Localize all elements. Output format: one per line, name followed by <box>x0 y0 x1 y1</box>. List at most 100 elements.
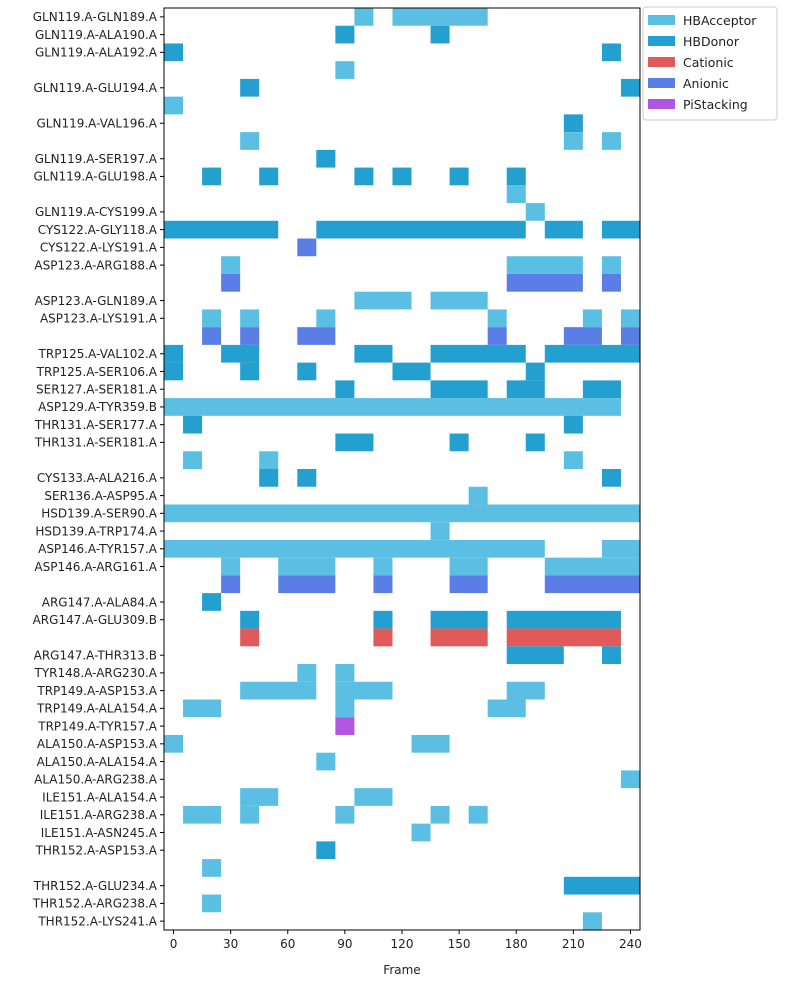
heatmap-cell-hbacceptor <box>563 132 583 150</box>
heatmap-cell-hbdonor <box>430 344 526 363</box>
legend-label: Cationic <box>683 55 734 70</box>
x-tick-label: 30 <box>223 937 238 951</box>
heatmap-cell-hbdonor <box>183 415 203 434</box>
y-tick-label: TRP125.A-VAL102.A <box>38 347 158 361</box>
y-tick-label: THR152.A-ARG238.A <box>32 897 158 911</box>
heatmap-cell-hbdonor <box>297 362 317 381</box>
heatmap-cell-hbdonor <box>601 469 621 487</box>
x-tick-label: 180 <box>505 937 528 951</box>
heatmap-cell-hbdonor <box>392 167 412 186</box>
heatmap-cell-hbdonor <box>506 646 564 665</box>
heatmap-cell-hbacceptor <box>468 486 488 505</box>
y-tick-label: ARG147.A-ALA84.A <box>42 595 158 609</box>
heatmap-cell-hbacceptor <box>354 291 412 310</box>
y-tick-label: ASP123.A-ARG188.A <box>34 258 157 272</box>
heatmap-cell-hbdonor <box>430 380 488 399</box>
heatmap-cell-anionic <box>297 327 336 345</box>
heatmap-cell-hbacceptor <box>335 681 393 700</box>
heatmap-cell-anionic <box>240 327 260 345</box>
heatmap-cell-hbdonor <box>601 646 621 665</box>
y-tick-label: CYS122.A-LYS191.A <box>40 241 158 255</box>
heatmap-cell-anionic <box>221 575 241 594</box>
x-tick-label: 60 <box>280 937 295 951</box>
heatmap-cells <box>164 8 640 930</box>
heatmap-cell-hbdonor <box>563 114 583 133</box>
heatmap-cell-hbacceptor <box>506 681 545 700</box>
heatmap-cell-hbacceptor <box>240 681 317 700</box>
y-tick-label: CYS133.A-ALA216.A <box>37 471 158 485</box>
y-tick-label: HSD139.A-SER90.A <box>41 507 157 521</box>
heatmap-cell-hbacceptor <box>430 805 450 824</box>
heatmap-cell-hbdonor <box>316 149 336 168</box>
heatmap-cell-hbacceptor <box>164 539 545 558</box>
y-tick-label: GLN119.A-GLU198.A <box>34 170 158 184</box>
heatmap-cell-anionic <box>221 273 241 292</box>
heatmap-cell-hbdonor <box>354 344 393 363</box>
heatmap-cell-hbdonor <box>544 220 583 239</box>
legend-label: PiStacking <box>683 97 748 112</box>
legend-box <box>642 6 778 121</box>
heatmap-cell-anionic <box>620 327 640 345</box>
heatmap-cell-hbacceptor <box>487 309 507 328</box>
legend-swatch-anionic <box>648 78 675 88</box>
y-tick-label: TYR148.A-ARG230.A <box>33 666 157 680</box>
heatmap-cell-hbdonor <box>335 25 355 44</box>
legend-label: HBAcceptor <box>683 13 757 28</box>
heatmap-cell-hbacceptor <box>316 752 336 771</box>
y-tick-label: ASP123.A-LYS191.A <box>40 312 158 326</box>
heatmap-cell-hbdonor <box>373 610 393 629</box>
heatmap-cell-hbacceptor <box>202 309 222 328</box>
y-tick-label: TRP125.A-SER106.A <box>36 365 158 379</box>
y-tick-label: SER127.A-SER181.A <box>36 383 158 397</box>
heatmap-cell-hbacceptor <box>240 788 279 806</box>
heatmap-cell-hbacceptor <box>354 788 393 806</box>
heatmap-cell-hbacceptor <box>335 664 355 682</box>
heatmap-cell-cationic <box>506 628 621 647</box>
heatmap-cell-hbacceptor <box>240 805 260 824</box>
heatmap-cell-anionic <box>506 273 583 292</box>
heatmap-cell-hbdonor <box>335 433 374 452</box>
heatmap-cell-hbdonor <box>563 876 640 895</box>
heatmap-cell-hbacceptor <box>240 132 260 150</box>
y-tick-label: ILE151.A-ARG238.A <box>40 808 158 822</box>
legend-swatch-cationic <box>648 57 675 67</box>
heatmap-cell-anionic <box>563 327 602 345</box>
heatmap-cell-hbacceptor <box>449 557 488 576</box>
heatmap-cell-hbacceptor <box>335 61 355 79</box>
heatmap-cell-hbacceptor <box>354 8 374 26</box>
heatmap-cell-hbdonor <box>221 344 260 363</box>
x-tick-label: 120 <box>391 937 414 951</box>
y-tick-label: THR152.A-LYS241.A <box>37 914 157 928</box>
legend-swatch-hbdonor <box>648 36 675 46</box>
y-tick-label: SER136.A-ASP95.A <box>44 489 157 503</box>
y-tick-label: ILE151.A-ALA154.A <box>42 790 158 804</box>
y-tick-label: ALA150.A-ARG238.A <box>34 773 158 787</box>
heatmap-cell-hbacceptor <box>202 859 222 877</box>
heatmap-cell-hbacceptor <box>183 699 222 718</box>
heatmap-cell-hbdonor <box>259 469 279 487</box>
y-tick-label: THR152.A-GLU234.A <box>33 879 158 893</box>
y-tick-label: THR131.A-SER181.A <box>34 436 158 450</box>
heatmap-cell-hbdonor <box>544 344 640 363</box>
y-axis: GLN119.A-GLN189.A GLN119.A-ALA190.A GLN119… <box>32 10 164 928</box>
y-tick-label: ARG147.A-THR313.B <box>34 648 157 662</box>
heatmap-cell-hbdonor <box>297 469 317 487</box>
heatmap-cell-hbdonor <box>392 362 431 381</box>
heatmap-cell-hbdonor <box>259 167 279 186</box>
heatmap-cell-hbacceptor <box>335 805 355 824</box>
x-tick-label: 240 <box>619 937 642 951</box>
y-tick-label: THR152.A-ASP153.A <box>35 844 158 858</box>
y-tick-label: ASP129.A-TYR359.B <box>38 400 157 414</box>
heatmap-cell-hbacceptor <box>620 309 640 328</box>
heatmap-cell-cationic <box>430 628 488 647</box>
legend-label: HBDonor <box>683 34 740 49</box>
heatmap-cell-hbdonor <box>430 25 450 44</box>
heatmap-cell-hbdonor <box>240 610 260 629</box>
heatmap-cell-hbdonor <box>449 433 469 452</box>
heatmap-cell-hbdonor <box>525 362 545 381</box>
heatmap-cell-hbacceptor <box>202 894 222 913</box>
heatmap-cell-hbdonor <box>506 610 621 629</box>
heatmap-cell-hbacceptor <box>525 203 545 221</box>
y-tick-label: GLN119.A-ALA190.A <box>35 28 158 42</box>
